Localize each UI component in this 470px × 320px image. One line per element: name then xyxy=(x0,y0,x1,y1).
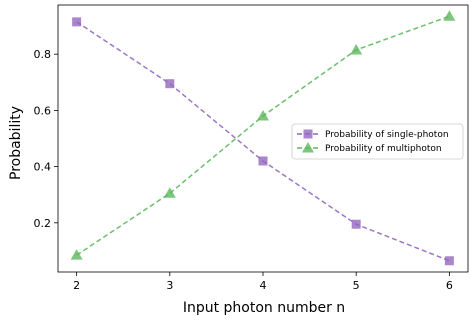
x-axis-ticks: 2 3 4 5 6 xyxy=(73,272,453,292)
x-tick-label: 5 xyxy=(353,279,360,292)
legend-frame xyxy=(291,123,464,160)
y-axis-label: Probability xyxy=(8,106,24,180)
legend-marker xyxy=(302,142,314,153)
y-tick-label: 0.4 xyxy=(34,161,52,174)
x-tick-label: 2 xyxy=(73,279,80,292)
x-tick-label: 3 xyxy=(166,279,173,292)
y-tick-label: 0.6 xyxy=(34,104,52,117)
legend-item: Probability of single-photon xyxy=(297,129,449,140)
y-axis-ticks: 0.2 0.4 0.6 0.8 xyxy=(34,48,58,230)
data-point xyxy=(444,256,454,266)
data-point xyxy=(70,249,83,260)
y-tick-label: 0.2 xyxy=(34,217,52,230)
series-layer xyxy=(70,10,456,266)
data-point xyxy=(258,156,268,166)
x-tick-label: 6 xyxy=(446,279,453,292)
y-tick-label: 0.8 xyxy=(34,48,52,61)
x-tick-label: 4 xyxy=(260,279,267,292)
legend-label: Probability of single-photon xyxy=(325,130,449,140)
data-point xyxy=(443,10,456,21)
series-0 xyxy=(72,17,454,266)
data-point xyxy=(351,219,361,229)
legend-item: Probability of multiphoton xyxy=(297,142,442,154)
data-point xyxy=(350,43,363,55)
data-point xyxy=(165,79,175,89)
data-point xyxy=(163,187,176,198)
data-point xyxy=(72,17,82,27)
series-1 xyxy=(70,10,456,260)
legend-label: Probability of multiphoton xyxy=(325,144,442,154)
legend: Probability of single-photon Probability … xyxy=(291,123,464,160)
data-point xyxy=(257,110,269,121)
legend-marker xyxy=(303,129,313,139)
x-axis-label: Input photon number n xyxy=(183,300,345,316)
